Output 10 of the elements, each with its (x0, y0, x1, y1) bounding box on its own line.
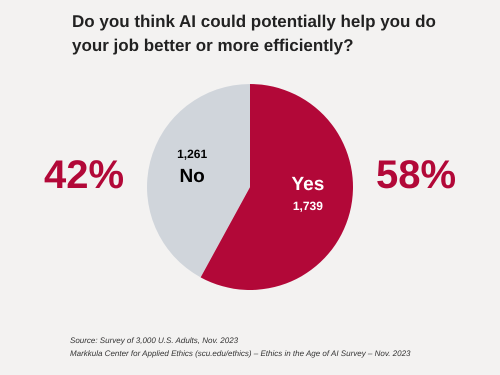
text: 42% (44, 153, 124, 197)
chart-title: Do you think AI could potentially help you do your job better or more efficiently? (72, 12, 436, 55)
text: Markkula Center for Applied Ethics (scu.edu/ethics) – Ethics in the Age of AI Survey – Nov. 2023 (70, 349, 412, 358)
text: 58% (376, 153, 456, 197)
data-label: 1,739 (292, 198, 324, 213)
pie-slice (147, 84, 250, 278)
source-note: Source: Survey of 3,000 U.S. Adults, Nov. 2023 (70, 336, 239, 345)
data-label: 1,261 (177, 147, 208, 162)
slice-label: No (179, 166, 205, 188)
slice-label: Yes (291, 174, 324, 195)
